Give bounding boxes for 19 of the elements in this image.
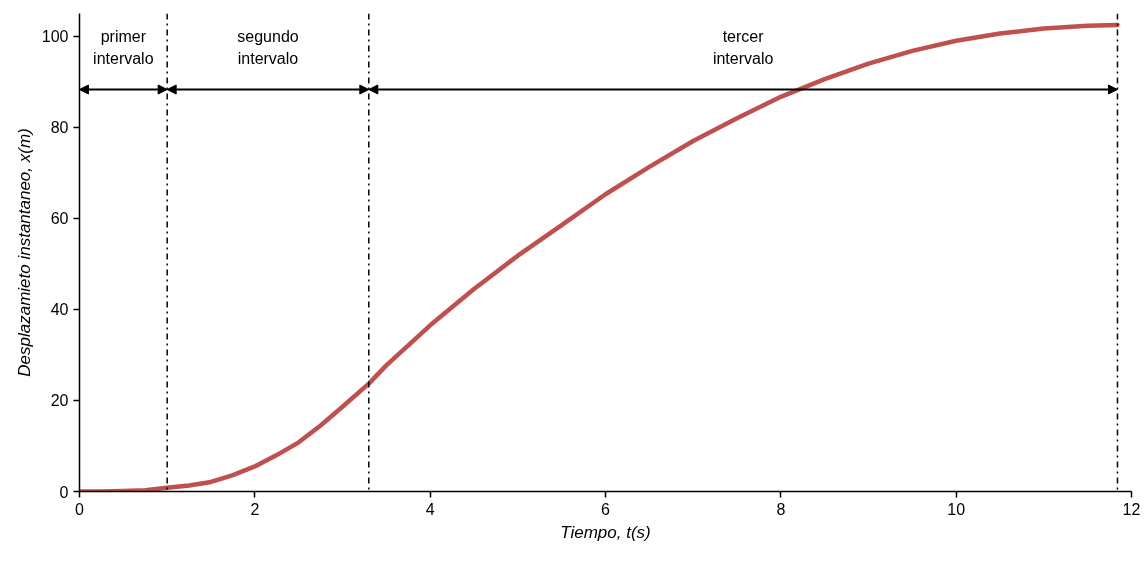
y-tick-label: 60 xyxy=(50,210,69,228)
y-tick-label: 80 xyxy=(50,119,69,137)
line-series xyxy=(79,22,1120,492)
annotation: tercer intervalo xyxy=(712,27,774,68)
y-axis-title: Desplazamieto instantaneo, x(m) xyxy=(14,128,34,377)
annotation: segundo intervalo xyxy=(237,27,299,68)
annotation: primer intervalo xyxy=(93,27,154,68)
x-tick-label: 10 xyxy=(947,500,966,518)
x-tick-label: 0 xyxy=(75,500,85,518)
x-axis-title: Tiempo, t(s) xyxy=(560,522,651,542)
x-tick-label: 2 xyxy=(250,500,260,518)
y-tick-label: 100 xyxy=(41,28,69,46)
x-tick-label: 12 xyxy=(1122,500,1141,518)
x-tick-label: 6 xyxy=(601,500,611,518)
y-tick-label: 40 xyxy=(50,301,69,319)
y-tick-label: 20 xyxy=(50,392,69,410)
x-tick-label: 4 xyxy=(425,500,435,518)
x-tick-label: 8 xyxy=(776,500,786,518)
y-tick-label: 0 xyxy=(59,483,69,501)
